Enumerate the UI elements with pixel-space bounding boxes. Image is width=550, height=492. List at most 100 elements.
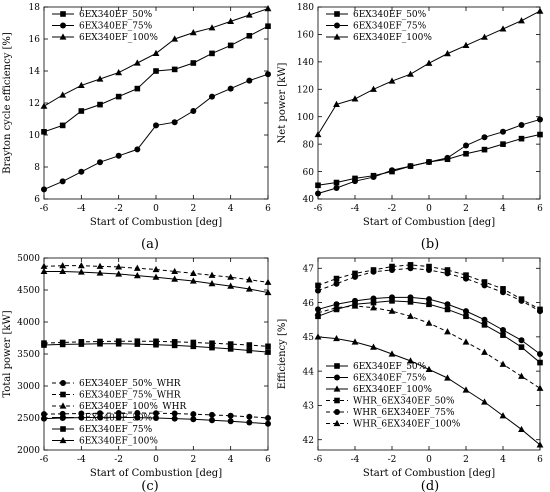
data-point	[333, 304, 340, 311]
data-point	[537, 359, 543, 366]
series-2	[315, 294, 543, 357]
data-point	[425, 59, 433, 66]
data-point	[245, 285, 253, 292]
x-tick-label: 0	[426, 204, 432, 214]
x-tick-label: 0	[153, 455, 159, 465]
data-point	[171, 275, 179, 282]
x-tick-label: 4	[228, 204, 234, 214]
data-point	[264, 5, 272, 12]
x-tick-label: 0	[153, 204, 159, 214]
legend-swatch-marker	[334, 22, 340, 29]
y-tick-label: 100	[297, 113, 314, 123]
legend-swatch-marker	[60, 22, 66, 29]
data-point	[265, 71, 271, 78]
legend-swatch-marker	[60, 11, 66, 17]
y-tick-label: 18	[29, 3, 41, 13]
data-point	[351, 95, 359, 102]
data-point	[500, 128, 506, 135]
y-tick-label: 42	[303, 436, 314, 446]
legend-entry: 6EX340EF_100%	[79, 33, 158, 43]
data-point	[59, 122, 66, 129]
data-point	[134, 85, 141, 92]
data-point	[370, 304, 377, 311]
series-3	[314, 7, 544, 138]
x-tick-label: 4	[500, 455, 506, 465]
data-point	[134, 414, 141, 421]
data-point	[389, 294, 395, 301]
series-1	[315, 298, 543, 366]
data-point	[333, 334, 340, 342]
data-point	[115, 263, 123, 270]
series-line	[43, 73, 269, 190]
x-tick-label: -6	[314, 455, 323, 465]
legend-swatch-marker	[334, 11, 340, 17]
data-point	[115, 340, 122, 347]
y-axis-label: Efficiency [%]	[277, 319, 288, 390]
data-point	[190, 343, 197, 350]
data-point	[78, 410, 85, 417]
data-point	[481, 134, 488, 141]
data-point	[536, 7, 544, 14]
data-point	[227, 85, 234, 92]
data-point	[134, 146, 141, 153]
data-point	[370, 268, 377, 275]
y-tick-label: 44	[303, 367, 315, 377]
y-tick-label: 16	[29, 35, 41, 45]
data-point	[389, 298, 395, 304]
data-point	[209, 411, 215, 418]
y-tick-label: 46	[303, 299, 315, 309]
data-point	[481, 33, 488, 40]
data-point	[152, 49, 160, 56]
data-point	[264, 278, 272, 285]
data-point	[246, 419, 253, 426]
data-point	[518, 337, 525, 344]
data-point	[518, 17, 525, 24]
y-tick-label: 47	[303, 264, 315, 274]
data-point	[314, 309, 322, 316]
data-point	[97, 414, 103, 421]
data-point	[133, 59, 141, 66]
data-point	[41, 415, 47, 422]
data-point	[518, 344, 525, 350]
data-point	[407, 299, 414, 305]
x-tick-label: -4	[351, 455, 360, 465]
data-point	[134, 410, 141, 417]
data-point	[265, 349, 271, 355]
data-point	[40, 262, 48, 269]
data-point	[352, 270, 358, 277]
panel-label: (a)	[141, 237, 159, 252]
data-point	[190, 411, 197, 418]
y-tick-label: 80	[303, 140, 315, 150]
data-point	[426, 158, 432, 165]
data-point	[537, 351, 543, 357]
data-point	[190, 60, 197, 66]
legend-entry: 6EX340EF_50%	[79, 10, 153, 20]
data-point	[227, 412, 234, 419]
data-point	[352, 273, 358, 280]
legend-entry: WHR_6EX340EF_75%	[353, 408, 455, 418]
data-point	[463, 275, 469, 282]
data-point	[59, 267, 67, 275]
data-point	[190, 108, 197, 114]
x-tick-label: -2	[388, 455, 397, 465]
data-point	[265, 415, 271, 421]
data-point	[444, 328, 451, 335]
legend-entry: 6EX340EF_75%	[353, 374, 427, 384]
data-point	[189, 277, 197, 284]
legend-swatch-marker	[60, 414, 66, 421]
data-point	[96, 75, 104, 82]
data-point	[481, 282, 488, 289]
data-point	[209, 340, 215, 347]
data-point	[537, 116, 543, 123]
x-tick-label: -2	[114, 455, 123, 465]
data-point	[370, 295, 377, 302]
data-point	[78, 108, 85, 114]
legend-entry: 6EX340EF_100%	[79, 437, 158, 447]
data-point	[171, 342, 178, 349]
data-point	[407, 357, 414, 364]
data-point	[333, 275, 340, 282]
data-point	[518, 425, 525, 433]
chart-panel-3: -6 -4 -2 0 2 4 6 2000 2500 3000 3500 4000 4500 5000 St…	[2, 254, 272, 492]
legend-entry: 6EX340EF_50%	[353, 10, 427, 20]
